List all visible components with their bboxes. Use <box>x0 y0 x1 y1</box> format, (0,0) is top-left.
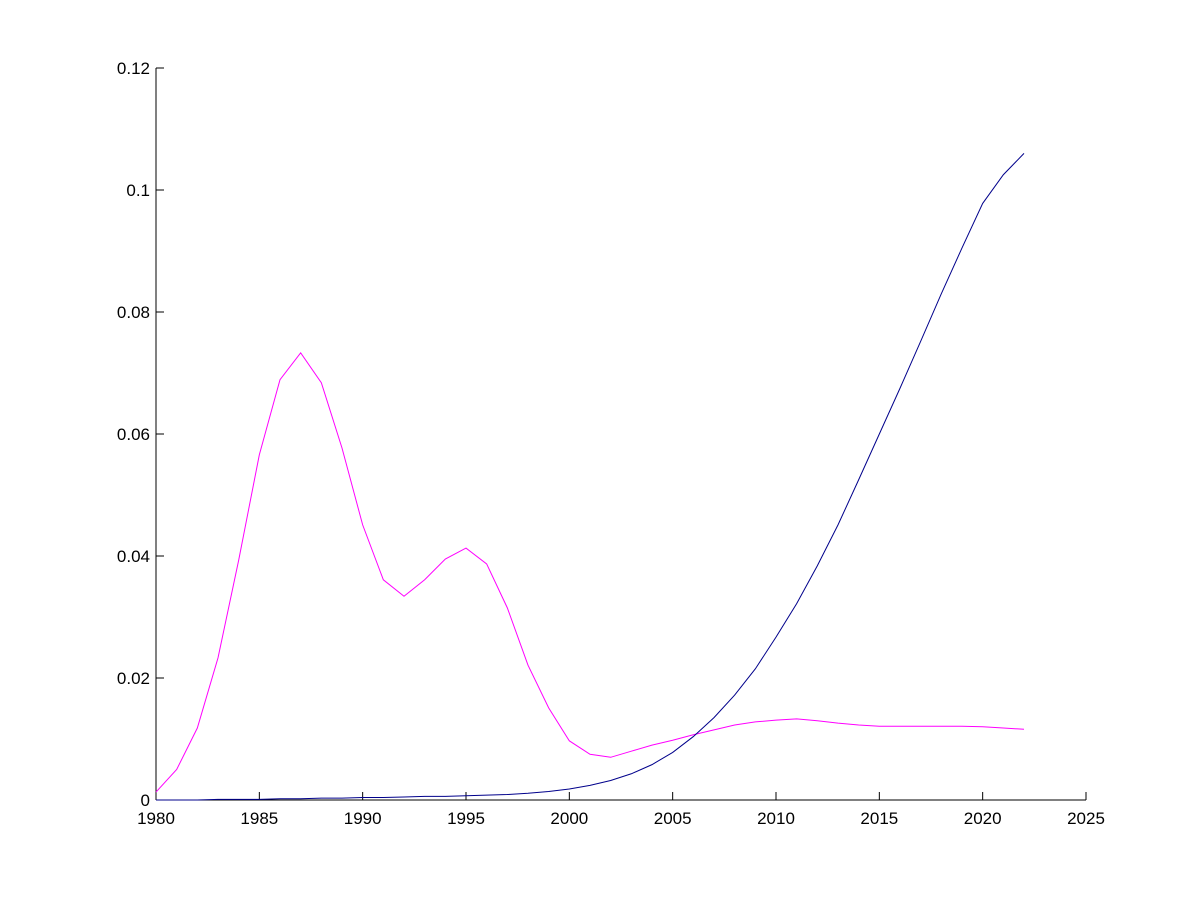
y-tick-label: 0.04 <box>117 547 150 566</box>
x-tick-label: 2000 <box>550 809 588 828</box>
x-tick-label: 1980 <box>137 809 175 828</box>
x-tick-label: 1990 <box>344 809 382 828</box>
y-tick-label: 0.02 <box>117 669 150 688</box>
x-tick-label: 2020 <box>964 809 1002 828</box>
line-series <box>155 352 1025 793</box>
y-tick-label: 0.12 <box>117 59 150 78</box>
y-tick-label: 0.06 <box>117 425 150 444</box>
y-tick-label: 0.08 <box>117 303 150 322</box>
x-tick-label: 2010 <box>757 809 795 828</box>
x-tick-label: 2015 <box>860 809 898 828</box>
line-series <box>156 153 1025 801</box>
x-tick-label: 1985 <box>240 809 278 828</box>
x-tick-label: 2005 <box>654 809 692 828</box>
y-tick-label: 0.1 <box>126 181 150 200</box>
y-tick-label: 0 <box>141 791 150 810</box>
x-tick-label: 1995 <box>447 809 485 828</box>
x-tick-label: 2025 <box>1067 809 1105 828</box>
